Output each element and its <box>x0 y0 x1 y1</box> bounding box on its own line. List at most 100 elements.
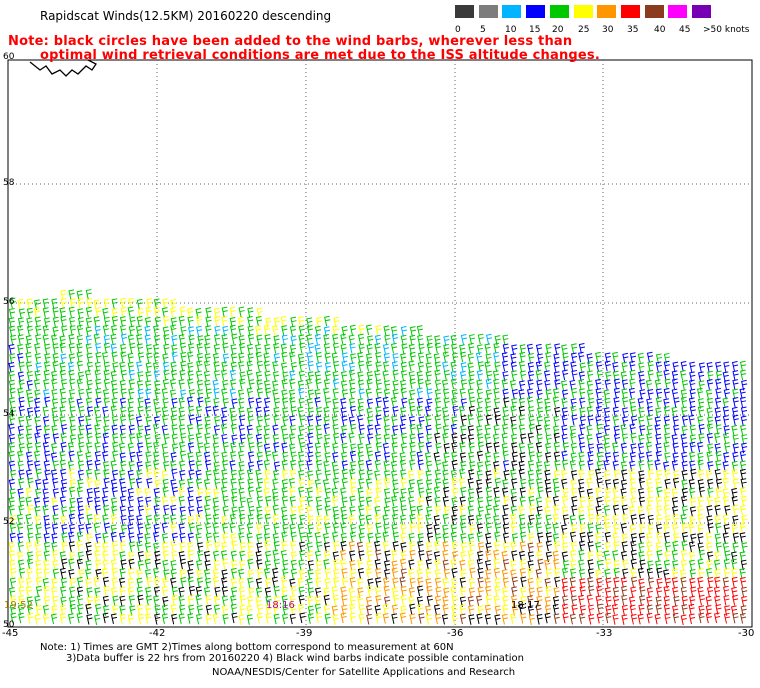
wind-barb <box>392 388 399 400</box>
wind-barb <box>205 522 212 534</box>
wind-barb <box>119 433 127 444</box>
wind-barb <box>298 334 305 345</box>
wind-barb <box>450 531 457 543</box>
wind-barb <box>255 577 263 589</box>
wind-barb <box>527 379 534 390</box>
wind-barb <box>629 398 636 409</box>
wind-barb <box>110 497 118 509</box>
wind-barb <box>425 605 432 616</box>
wind-barb <box>324 497 331 508</box>
wind-barb <box>537 558 544 570</box>
wind-barb <box>629 378 636 390</box>
wind-barb <box>315 569 322 580</box>
wind-barb <box>663 559 670 571</box>
wind-barb <box>331 605 338 616</box>
wind-barb <box>263 477 270 489</box>
wind-barb <box>722 514 730 525</box>
wind-barb <box>42 307 50 318</box>
wind-barb <box>213 397 220 409</box>
wind-barb <box>391 567 398 579</box>
wind-barb <box>18 443 25 454</box>
wind-barb <box>630 432 637 444</box>
wind-barb <box>128 541 136 552</box>
wind-barb <box>315 487 323 498</box>
wind-barb <box>434 389 442 400</box>
wind-barb <box>169 378 177 390</box>
wind-barb <box>69 316 76 328</box>
wind-barb <box>112 433 119 444</box>
wind-barb <box>476 558 483 570</box>
wind-barb <box>110 513 118 525</box>
wind-barb <box>451 416 458 427</box>
wind-barb <box>460 398 467 409</box>
wind-barb <box>127 523 134 535</box>
wind-barb <box>18 405 25 417</box>
wind-barb <box>76 360 84 372</box>
wind-barb <box>400 488 407 499</box>
wind-barb <box>357 379 365 391</box>
wind-barb <box>561 495 569 507</box>
wind-barb <box>69 603 76 615</box>
wind-barb <box>741 434 748 445</box>
wind-barb <box>146 577 153 588</box>
wind-barb <box>119 605 126 616</box>
wind-barb <box>43 568 50 579</box>
wind-barb <box>76 497 83 509</box>
wind-barb <box>299 415 306 426</box>
wind-barb <box>425 479 433 490</box>
wind-barb <box>50 452 58 464</box>
wind-barb <box>714 504 721 516</box>
wind-barb <box>612 487 619 498</box>
wind-barb <box>255 550 262 562</box>
wind-barb <box>102 542 109 553</box>
wind-barb <box>426 595 433 606</box>
wind-barb <box>459 452 467 463</box>
wind-barb <box>671 434 678 445</box>
wind-barb <box>503 495 510 507</box>
wind-barb <box>297 434 304 445</box>
wind-barb <box>60 289 67 301</box>
wind-barb <box>95 533 102 544</box>
lat-label-50: 50 <box>3 620 15 630</box>
wind-barb <box>690 497 697 508</box>
wind-barb <box>528 423 535 435</box>
wind-barb <box>493 342 500 354</box>
wind-barb <box>271 488 279 499</box>
wind-barb <box>510 569 517 581</box>
wind-barb <box>426 541 433 553</box>
wind-barb <box>163 315 170 327</box>
wind-barb <box>689 595 696 607</box>
wind-barb <box>137 505 144 517</box>
wind-barb <box>673 532 680 544</box>
wind-barb <box>621 361 628 373</box>
wind-barb <box>502 523 510 535</box>
wind-barb <box>119 397 127 409</box>
wind-barb <box>145 461 152 472</box>
wind-barb <box>544 361 551 373</box>
wind-barb <box>86 514 93 525</box>
wind-barb <box>128 558 135 570</box>
wind-barb <box>238 361 245 372</box>
wind-barb <box>612 451 620 463</box>
wind-barb <box>722 496 730 507</box>
wind-barb <box>384 334 391 346</box>
wind-barb <box>416 596 424 607</box>
wind-barb <box>366 343 373 355</box>
wind-barb <box>333 541 340 552</box>
wind-barb <box>238 478 245 489</box>
wind-barb <box>256 513 263 525</box>
wind-barb <box>204 488 212 500</box>
wind-barb <box>112 361 119 373</box>
wind-barb <box>511 586 518 597</box>
wind-barb <box>485 414 492 426</box>
wind-barb <box>638 379 646 390</box>
wind-barb <box>739 388 746 399</box>
wind-barb <box>697 558 704 570</box>
wind-barb <box>595 388 602 399</box>
wind-barb <box>307 595 314 607</box>
wind-barb <box>697 415 704 427</box>
lon-label-minus42: -42 <box>149 628 166 639</box>
wind-barb <box>35 488 42 499</box>
wind-barb <box>459 613 467 625</box>
wind-barb <box>375 549 382 561</box>
